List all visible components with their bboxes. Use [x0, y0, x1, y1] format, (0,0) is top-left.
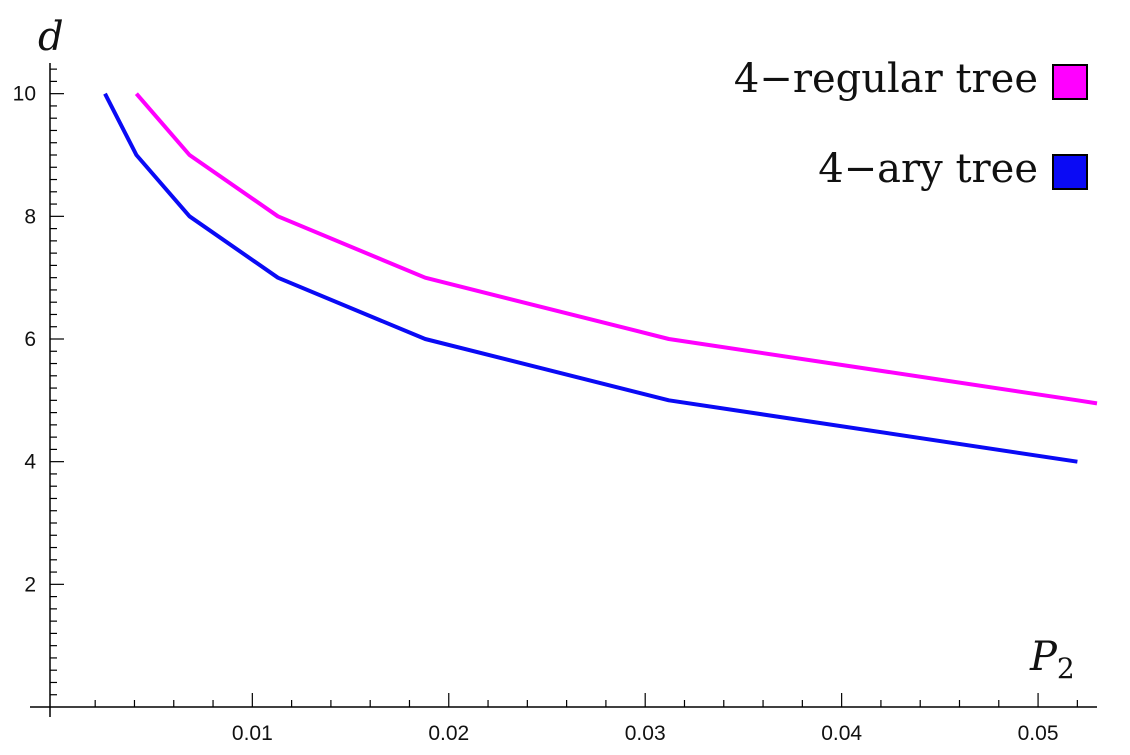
- y-axis-title: d: [38, 14, 64, 60]
- legend-swatch: [1052, 64, 1088, 100]
- x-ticks: 0.01 0.02 0.03 0.04 0.05: [94, 693, 1078, 745]
- x-axis-title: P2: [1029, 634, 1075, 685]
- x-tick-label: 0.04: [821, 722, 862, 745]
- series-line-1: [134, 92, 1098, 406]
- series-lines: [103, 92, 1098, 464]
- axes: [30, 63, 1097, 717]
- y-tick-label: 4: [24, 451, 36, 474]
- x-tick-label: 0.02: [428, 722, 469, 745]
- x-tick-label: 0.03: [625, 722, 666, 745]
- x-axis-title-subscript: 2: [1057, 652, 1075, 685]
- y-tick-label: 6: [24, 328, 36, 351]
- legend: 4−regular tree 4−ary tree: [734, 56, 1088, 192]
- legend-swatch: [1052, 154, 1088, 190]
- legend-label: 4−regular tree: [734, 56, 1038, 102]
- x-axis-title-main: P: [1029, 634, 1058, 680]
- y-tick-label: 2: [24, 573, 36, 596]
- x-tick-label: 0.05: [1018, 722, 1059, 745]
- y-tick-label: 10: [13, 83, 36, 106]
- x-tick-label: 0.01: [232, 722, 273, 745]
- y-ticks: 2 4 6 8 10: [13, 68, 64, 696]
- series-line-2: [103, 92, 1078, 464]
- legend-label: 4−ary tree: [818, 146, 1038, 192]
- y-tick-label: 8: [24, 205, 36, 228]
